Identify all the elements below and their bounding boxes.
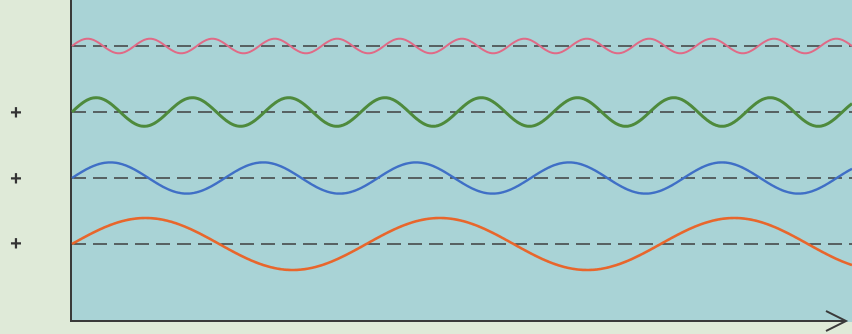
plus-operator-2: + [10,168,22,190]
plot-area [70,0,852,322]
wave-orange [71,216,852,272]
wave-green [70,96,852,128]
wave-pink [71,37,852,55]
plus-operator-1: + [10,102,22,124]
x-axis-arrow-icon [825,310,849,332]
wave-blue [71,161,852,195]
plus-operator-3: + [10,233,22,255]
